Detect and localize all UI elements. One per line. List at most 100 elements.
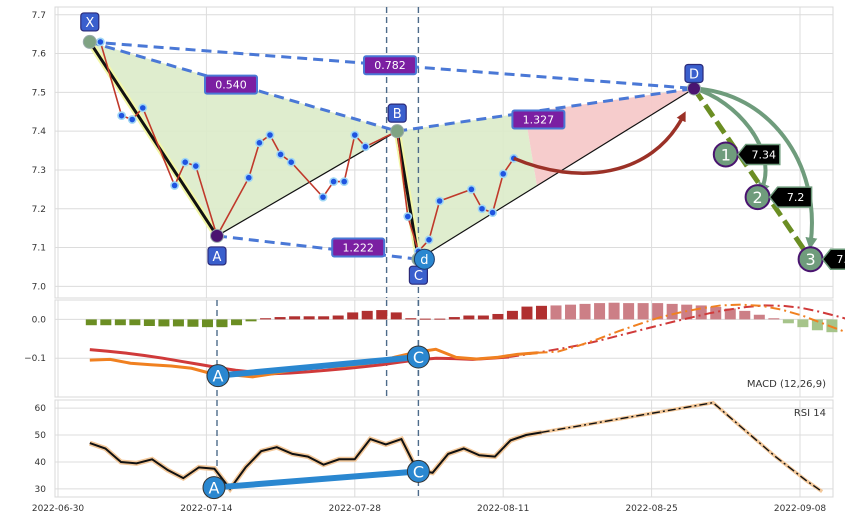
price-point: [191, 161, 201, 171]
macd-bar: [506, 310, 518, 320]
point-marker-X: [82, 34, 97, 49]
point-marker-A: [210, 228, 224, 243]
macd-bar: [318, 316, 330, 320]
target-value-1: 7.34: [752, 148, 777, 161]
price-point: [498, 169, 508, 179]
price-point: [477, 204, 487, 214]
macd-bar: [463, 315, 475, 320]
rsi-line: [89, 431, 542, 491]
x-tick-label: 2022-06-30: [32, 504, 85, 514]
macd-bar: [492, 313, 504, 320]
xab-fill: [89, 41, 398, 236]
macd-bar: [753, 314, 765, 320]
macd-bar: [782, 319, 794, 324]
point-label-box-X: [80, 12, 100, 32]
price-point: [424, 235, 434, 245]
macd-bar: [201, 319, 213, 328]
pattern-fill: [89, 41, 694, 260]
point-label-d: d: [420, 253, 428, 268]
target-arrow: [693, 86, 818, 250]
macd-bar: [623, 303, 635, 320]
point-label-box-B: [387, 103, 407, 123]
pattern-leg-CD: [418, 87, 695, 260]
target-labels: 1 7.34 2 7.2 3 7.07: [712, 141, 845, 273]
pattern-point-labels: X A B C Dd: [80, 12, 704, 285]
price-point: [403, 212, 413, 221]
ratio-label: 1.327: [523, 114, 555, 127]
macd-bar: [826, 319, 838, 333]
macd-bar: [260, 318, 272, 320]
ratio-labels: 0.540 0.782 1.222 1.327: [204, 55, 566, 258]
macd-bar: [724, 308, 736, 320]
rsi-y-tick-label: 30: [35, 485, 47, 495]
macd-bar: [477, 315, 489, 320]
macd-bar: [419, 318, 431, 320]
ratio-box: [204, 74, 258, 95]
target-number-3: 3: [806, 250, 816, 269]
macd-bar: [85, 319, 97, 326]
macd-divergence-label-A: A: [213, 367, 224, 386]
macd-bar: [797, 319, 809, 328]
macd-bar: [594, 303, 606, 320]
price-y-tick-label: 7.1: [32, 244, 46, 254]
price-point: [180, 157, 190, 167]
point-label-box-A: [207, 246, 227, 266]
macd-bar: [405, 318, 417, 320]
macd-divergence-circle-C: [406, 345, 430, 369]
x-axis-ticks: 2022-06-30 2022-07-14 2022-07-28 2022-08-11…: [32, 504, 827, 514]
signal-line-projection: [537, 303, 845, 354]
price-point: [435, 196, 444, 206]
point-marker-D: [687, 81, 701, 96]
price-point: [466, 184, 476, 194]
macd-bar: [739, 310, 751, 320]
price-y-tick-label: 7.5: [32, 88, 46, 98]
rsi-divergence-circle-C: [406, 459, 430, 483]
point-label-C: C: [414, 269, 423, 284]
ratio-box: [363, 55, 417, 76]
macd-bar: [187, 319, 199, 327]
price-point: [244, 173, 254, 183]
price-point: [127, 115, 137, 124]
x-tick-label: 2022-07-28: [329, 504, 382, 514]
rsi-divergence-line: [213, 468, 419, 491]
rsi-y-tick-label: 60: [35, 404, 47, 414]
macd-bar: [390, 312, 402, 320]
macd-divergence-line: [217, 354, 419, 379]
macd-bar: [768, 318, 780, 320]
rsi-y-tick-label: 40: [35, 458, 47, 468]
price-point: [138, 103, 148, 113]
rsi-divergence-label-C: C: [413, 462, 424, 481]
point-label-X: X: [85, 16, 94, 31]
macd-bar: [158, 319, 170, 327]
macd-bar: [565, 304, 577, 320]
projection-arrow: [513, 111, 686, 175]
macd-line: [89, 348, 510, 376]
rsi-label: RSI 14: [794, 408, 826, 419]
price-point: [360, 142, 370, 152]
macd-divergence-label-C: C: [413, 348, 424, 367]
target-arrow: [693, 86, 770, 195]
price-y-tick-label: 7.7: [32, 11, 46, 21]
rsi-divergence-label-A: A: [209, 479, 220, 498]
macd-bar: [100, 319, 112, 326]
point-label-B: B: [393, 107, 402, 122]
target-lines: [513, 86, 818, 261]
rsi-y-ticks: 30 40 50 60: [35, 404, 47, 495]
x-tick-label: 2022-07-14: [180, 504, 233, 514]
ratio-box: [331, 237, 386, 258]
point-label-box-D: [684, 63, 704, 84]
price-y-tick-label: 7.3: [32, 166, 46, 176]
point-label-A: A: [213, 250, 222, 265]
x-tick-label: 2022-09-08: [774, 504, 827, 514]
macd-bar: [811, 319, 823, 331]
macd-bar: [710, 306, 722, 320]
macd-y-ticks: 0.0 −0.1: [24, 315, 46, 364]
macd-bar: [579, 303, 591, 320]
ratio-box: [511, 109, 566, 130]
macd-bar: [143, 319, 155, 326]
macd-bar: [666, 303, 678, 320]
rsi-panel: 30 40 50 60: [35, 399, 834, 498]
macd-line-projection: [508, 304, 845, 359]
macd-y-tick-label: −0.1: [24, 354, 46, 364]
ratio-label: 0.540: [215, 79, 247, 92]
